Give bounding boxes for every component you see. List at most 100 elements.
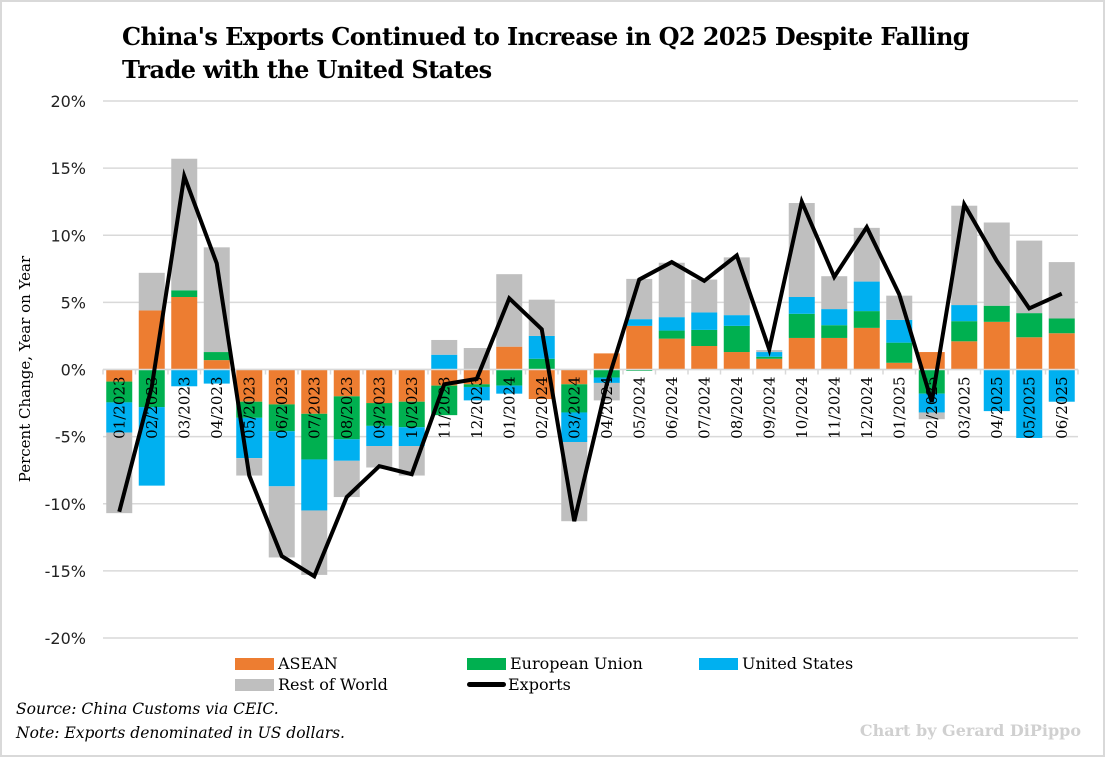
bar-rest-of-world: [691, 279, 718, 313]
bar-rest-of-world: [821, 276, 848, 310]
bar-european-union: [203, 352, 230, 361]
y-axis-ticks: 20% 15% 10% 5% 0% -5% -10% -15% -20%: [45, 92, 86, 648]
x-tick-label: 09/2023: [370, 377, 388, 439]
bar-rest-of-world: [366, 446, 393, 468]
x-axis-ticks: 01/2023 02/2023 03/2023 04/2023 05/2023 06/20…: [102, 368, 1079, 439]
legend-label: United States: [742, 654, 854, 673]
x-tick-label: 01/2023: [110, 377, 128, 439]
x-tick-label: 03/2023: [175, 377, 193, 439]
bar-european-union: [886, 342, 913, 363]
bar-asean: [983, 321, 1010, 370]
legend-item-rest-of-world: Rest of World: [235, 675, 388, 694]
bar-rest-of-world: [918, 412, 945, 420]
x-tick-label: 01/2024: [500, 377, 518, 439]
bar-asean: [853, 327, 880, 370]
x-tick-label: 07/2023: [305, 377, 323, 439]
y-tick-label: -5%: [55, 428, 86, 447]
x-tick-label: 08/2024: [728, 377, 746, 439]
x-tick-label: 04/2024: [598, 377, 616, 439]
bar-asean: [561, 369, 588, 385]
legend-label: Exports: [508, 675, 571, 694]
y-tick-label: -20%: [45, 629, 86, 648]
legend-item-eu: European Union: [467, 654, 643, 673]
x-tick-label: 06/2024: [663, 377, 681, 439]
bar-rest-of-world: [138, 272, 165, 311]
bar-european-union: [951, 321, 978, 342]
x-tick-label: 02/2023: [143, 377, 161, 439]
bar-rest-of-world: [658, 262, 685, 318]
legend-item-exports: Exports: [467, 675, 571, 694]
legend: ASEAN European Union United States Rest …: [0, 654, 1105, 700]
bar-european-union: [236, 401, 263, 418]
legend-swatch-eu: [467, 657, 506, 670]
bar-european-union: [171, 290, 198, 298]
bar-united-states: [561, 412, 588, 442]
bar-asean: [788, 337, 815, 370]
bar-asean: [756, 358, 783, 370]
bar-united-states: [658, 317, 685, 331]
bar-united-states: [886, 319, 913, 343]
bar-european-union: [463, 384, 490, 387]
y-tick-label: -10%: [45, 495, 86, 514]
bar-european-union: [366, 403, 393, 426]
x-tick-label: 11/2024: [825, 377, 843, 439]
bar-asean: [496, 346, 523, 370]
bar-united-states: [1048, 369, 1075, 402]
x-tick-label: 03/2025: [955, 377, 973, 439]
bar-rest-of-world: [268, 486, 295, 558]
bar-asean: [1048, 333, 1075, 370]
legend-swatch-asean: [235, 657, 274, 670]
bar-asean: [333, 369, 360, 397]
x-tick-label: 05/2023: [240, 377, 258, 439]
x-tick-label: 09/2024: [760, 377, 778, 439]
bar-european-union: [593, 369, 620, 378]
bar-united-states: [301, 459, 328, 511]
x-tick-label: 06/2023: [273, 377, 291, 439]
bar-asean: [951, 341, 978, 370]
bar-european-union: [268, 404, 295, 432]
bar-united-states: [691, 312, 718, 330]
bar-european-union: [788, 313, 815, 338]
bar-asean: [821, 337, 848, 370]
bar-rest-of-world: [431, 339, 458, 355]
bar-rest-of-world: [1048, 262, 1075, 319]
bar-rest-of-world: [1016, 240, 1043, 314]
legend-label: European Union: [510, 654, 643, 673]
bar-rest-of-world: [301, 510, 328, 575]
x-tick-label: 12/2023: [468, 377, 486, 439]
bar-asean: [723, 352, 750, 370]
bar-european-union: [398, 401, 425, 428]
legend-item-asean: ASEAN: [235, 654, 338, 673]
x-tick-label: 12/2024: [858, 377, 876, 439]
bar-european-union: [333, 396, 360, 440]
bar-asean: [171, 297, 198, 370]
bar-european-union: [1048, 318, 1075, 334]
legend-label: Rest of World: [278, 675, 388, 694]
x-tick-label: 04/2023: [208, 377, 226, 439]
bar-european-union: [301, 413, 328, 460]
bar-united-states: [821, 309, 848, 326]
bar-asean: [626, 325, 653, 370]
x-tick-label: 10/2024: [793, 377, 811, 439]
y-axis-label: Percent Change, Year on Year: [16, 255, 34, 482]
bar-asean: [1016, 337, 1043, 370]
bar-european-union: [658, 330, 685, 339]
exports-note: Note: Exports denominated in US dollars.: [16, 724, 345, 742]
bar-united-states: [1016, 369, 1043, 438]
bar-european-union: [756, 356, 783, 359]
bar-united-states: [171, 369, 198, 387]
bar-asean: [886, 362, 913, 370]
x-tick-label: 10/2023: [403, 377, 421, 439]
x-tick-label: 06/2025: [1053, 377, 1071, 439]
y-tick-label: 20%: [50, 92, 86, 111]
bar-united-states: [723, 315, 750, 326]
exports-line-group: [117, 168, 1063, 580]
bar-european-union: [691, 329, 718, 347]
bar-united-states: [333, 439, 360, 461]
bar-united-states: [528, 335, 555, 359]
chart-credit: Chart by Gerard DiPippo: [859, 721, 1081, 740]
bar-united-states: [398, 427, 425, 447]
bar-rest-of-world: [496, 274, 523, 347]
y-tick-label: 5%: [61, 293, 86, 312]
